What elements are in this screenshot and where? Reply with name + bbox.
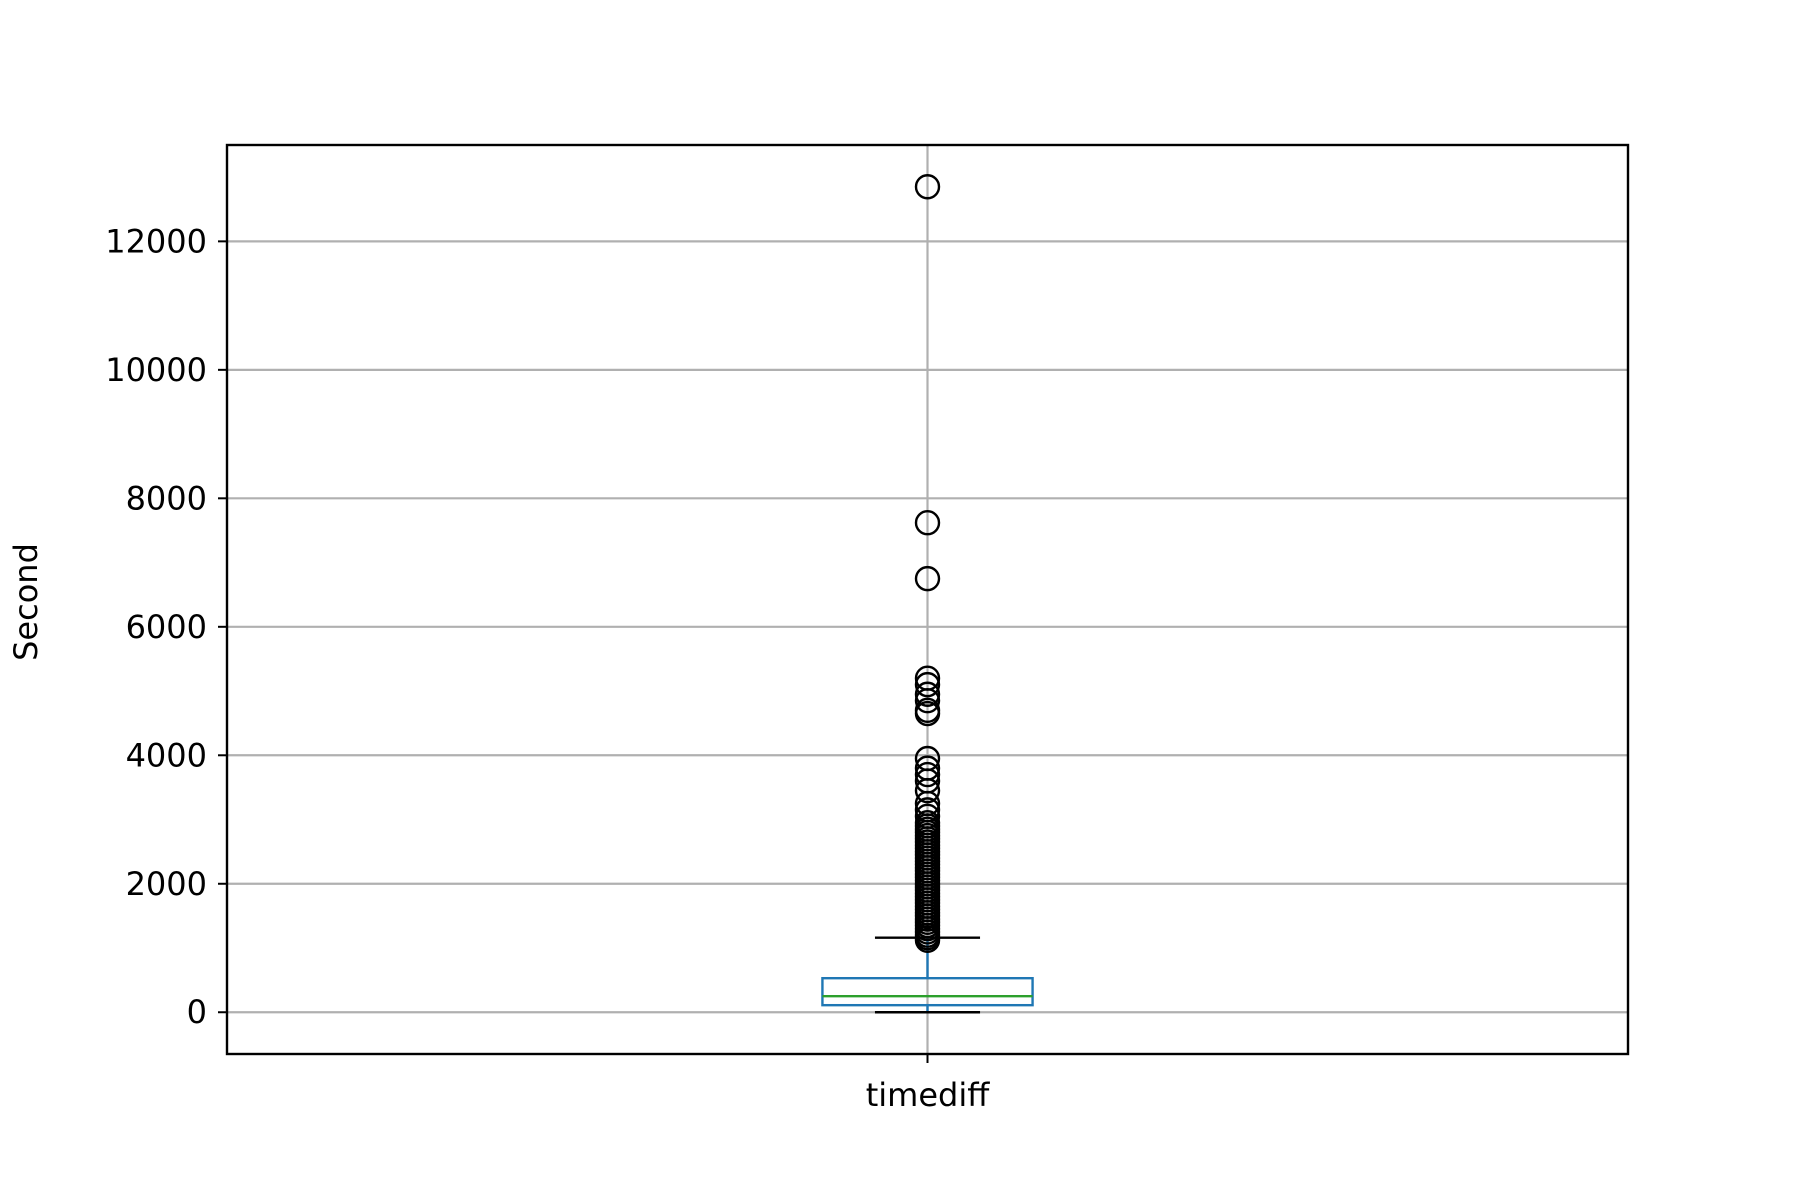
tick-layer: 0 2000 4000 6000 8000 10000 12000 timediff — [105, 222, 990, 1114]
outlier-point — [914, 697, 941, 724]
y-tick-label: 2000 — [126, 865, 207, 903]
outlier-point — [914, 510, 941, 536]
outlier-point — [914, 755, 941, 781]
y-tick-label: 0 — [187, 993, 207, 1031]
x-tick-label: timediff — [866, 1076, 991, 1114]
outlier-point — [914, 797, 941, 823]
outlier-point — [914, 745, 941, 772]
y-tick-label: 4000 — [126, 736, 207, 774]
iqr-box — [821, 976, 1034, 1007]
outlier-point — [914, 803, 941, 830]
outlier-point — [914, 671, 941, 698]
box-layer — [821, 936, 1034, 1014]
y-tick-label: 12000 — [105, 222, 207, 260]
outlier-point — [914, 810, 941, 836]
y-tick-label: 10000 — [105, 351, 207, 389]
outlier-point — [914, 565, 941, 592]
grid-layer — [227, 145, 1628, 1054]
y-tick-label: 8000 — [126, 479, 207, 517]
outlier-point — [914, 174, 941, 200]
outlier-point — [914, 665, 941, 691]
y-axis-label: Second — [7, 543, 45, 661]
outlier-point — [914, 761, 941, 788]
outlier-point — [914, 681, 941, 707]
outlier-layer — [914, 174, 941, 953]
y-tick-label: 6000 — [126, 608, 207, 646]
